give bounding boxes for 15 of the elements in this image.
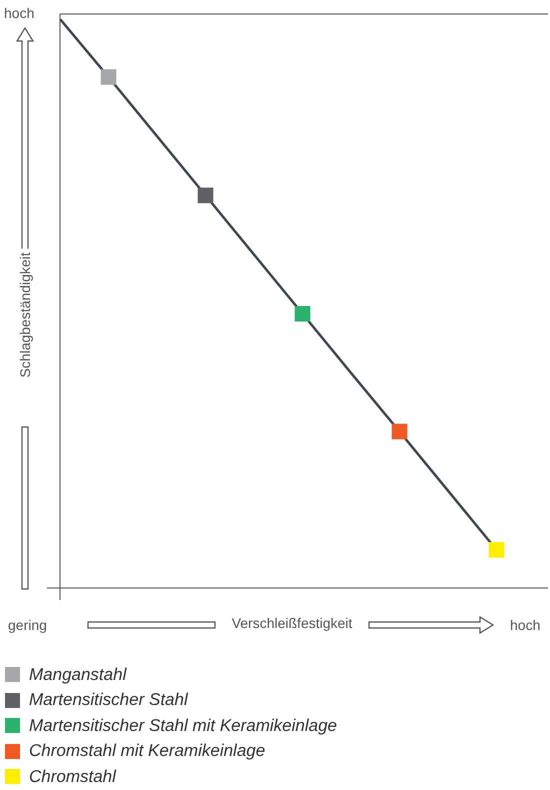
point [392, 424, 408, 440]
x-axis-title: Verschleißfestigkeit [228, 615, 356, 631]
point [294, 306, 310, 322]
legend-label: Chromstahl mit Keramikeinlage [29, 741, 266, 762]
legend-label: Chromstahl [29, 766, 116, 787]
legend-label: Martensitischer Stahl [29, 690, 188, 710]
text: gering [8, 617, 47, 633]
legend-label: Martensitischer Stahl mit Keramikeinlage [29, 716, 338, 736]
y-axis-title: Schlagbeständigkeit [17, 248, 33, 382]
point [198, 188, 214, 204]
point [488, 542, 504, 558]
point [100, 69, 116, 85]
legend-label: Manganstahl [29, 664, 126, 685]
text: hoch [4, 5, 34, 21]
text: hoch [510, 617, 540, 633]
